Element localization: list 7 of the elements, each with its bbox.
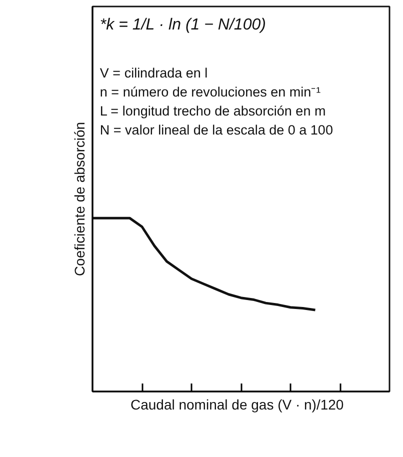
- text: V = cilindrada en l: [100, 66, 208, 80]
- text: N = valor lineal de la escala de 0 a 100: [100, 122, 333, 138]
- text: n = número de revoluciones en min⁻¹: [100, 84, 322, 100]
- text: L = longitud trecho de absorción en m: [100, 104, 326, 118]
- x-axis-title: Caudal nominal de gas (V · n)/120: [130, 396, 344, 412]
- text: *k = 1/L · ln (1 − N/100): [100, 16, 266, 34]
- y-axis-title: Coeficiente de absorción: [72, 122, 88, 276]
